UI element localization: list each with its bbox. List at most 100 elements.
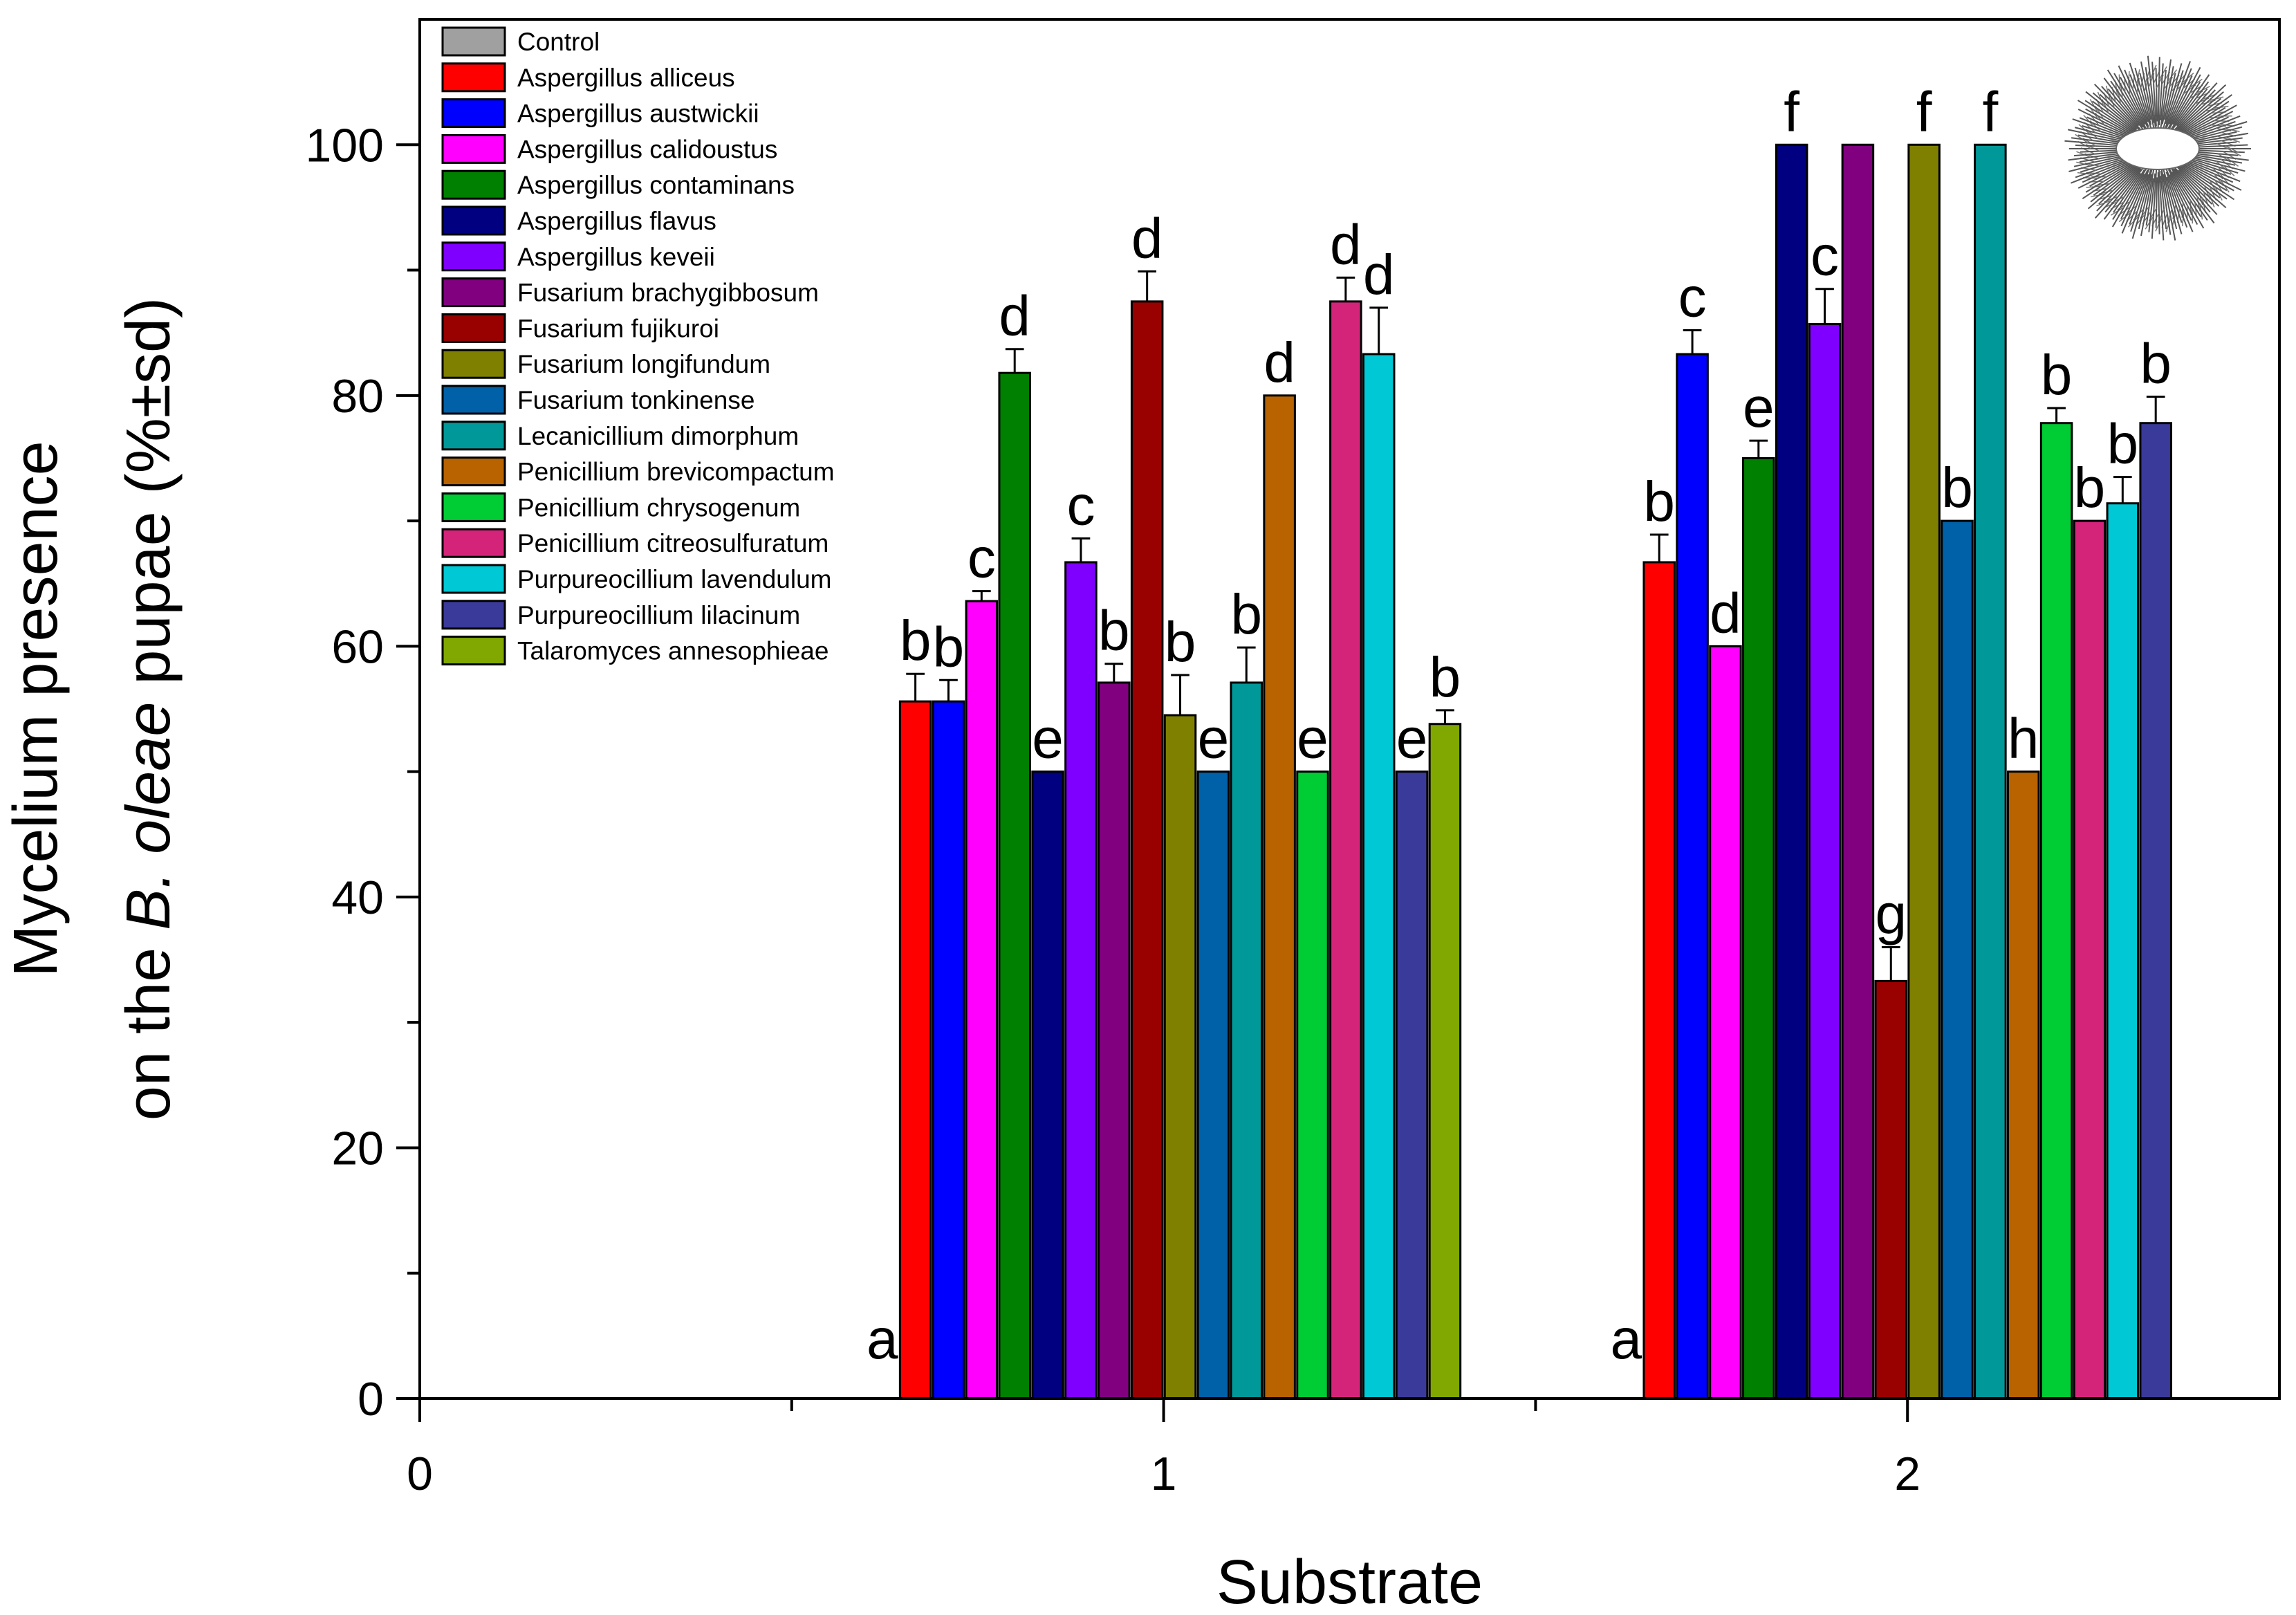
hypha-strand [2091,100,2136,133]
legend-label: Fusarium fujikuroi [517,314,719,342]
significance-letter: c [1066,474,1095,537]
significance-letter: c [968,527,996,590]
significance-letter: d [1710,582,1741,645]
hypha-strand [2160,69,2167,120]
hypha-strand [2160,176,2167,230]
plot-frame [418,18,2281,1400]
hypha-strand [2165,172,2188,228]
hypha-strand [2121,165,2151,234]
bar [2039,422,2073,1400]
hypha-strand [2145,178,2154,226]
bar [1263,394,1296,1400]
hypha-strand [2129,62,2153,131]
y-axis-title-prefix: on the [114,930,183,1120]
bar [998,371,1031,1400]
hypha-strand [2169,84,2227,138]
bar [1230,681,1263,1400]
y-axis-title-line2: on the B. oleae pupae (%±sd) [114,297,183,1120]
bar [2139,422,2172,1400]
significance-letter: e [1297,708,1328,770]
hypha-strand [2119,77,2146,125]
x-tick-label: 0 [407,1448,433,1500]
hypha-strand [2098,167,2138,205]
hypha-strand [2165,66,2201,133]
hypha-strand [2185,158,2232,175]
hypha-strand [2151,62,2157,127]
significance-letter: b [1098,600,1130,663]
significance-letter: a [867,1308,898,1371]
bar [1907,143,1941,1400]
hypha-strand [2168,75,2193,124]
hypha-strand [2157,57,2160,131]
legend-swatch [441,385,506,415]
legend-label: Fusarium tonkinense [517,386,754,414]
hypha-strand [2129,74,2149,122]
significance-letter: d [1131,207,1163,270]
hypha-strand [2129,174,2149,225]
hypha-strand [2161,66,2174,124]
y-tick-label: 40 [331,871,384,924]
bar [1395,770,1429,1400]
hypha-strand [2181,158,2234,183]
bar [932,700,965,1400]
hypha-strand [2181,162,2228,192]
legend-label: Purpureocillium lilacinum [517,601,800,629]
hypha-strand [2155,68,2158,122]
hypha-strand [2179,111,2234,138]
x-tick-label: 2 [1894,1448,1920,1500]
hypha-strand [2085,91,2144,138]
legend-label: Penicillium citreosulfuratum [517,529,828,557]
fungus-colony-illustration [2064,55,2251,241]
hypha-strand [2104,168,2142,213]
bar [2006,770,2040,1400]
significance-letter: f [1916,80,1932,143]
hypha-strand [2178,169,2213,205]
legend-swatch [441,133,506,164]
significance-letter: b [2140,333,2172,396]
significance-letter: d [1263,331,1295,394]
bar [1098,681,1131,1400]
significance-letter: a [1611,1308,1642,1371]
hypha-strand [2160,165,2176,241]
hypha-strand [2166,176,2183,223]
hypha-strand [2103,77,2146,133]
legend-swatch [441,277,506,308]
legend: Control Aspergillus alliceus Aspergillus a… [441,26,835,666]
hypha-strand [2181,107,2226,135]
bar [2106,502,2140,1400]
hypha-strand [2176,162,2228,200]
hypha-strand [2172,160,2227,208]
hypha-strand [2113,172,2142,213]
hypha-strand [2140,169,2155,237]
hypha-strand [2163,63,2183,129]
bar [1362,353,1396,1400]
bar [1808,322,1842,1400]
x-axis-title: Substrate [1216,1548,1483,1615]
bar [1642,561,1676,1400]
bars-layer [898,143,2172,1400]
hypha-strand [2089,162,2132,187]
significance-letter: e [1396,708,1428,770]
legend-label: Aspergillus keveii [517,243,715,271]
hypha-strand [2163,174,2178,230]
legend-swatch [441,205,506,236]
hypha-strand [2166,164,2205,229]
legend-swatch [441,169,506,200]
significance-letter: b [1941,456,1973,519]
hypha-strand [2172,94,2232,139]
hypha-strand [2111,165,2149,228]
hypha-strand [2165,70,2184,124]
bar [1296,770,1329,1400]
significance-letter: b [1230,583,1262,646]
hypha-strand [2110,80,2144,128]
bar [2073,519,2107,1400]
hypha-strand [2163,169,2183,234]
hypha-strand [2096,164,2143,212]
legend-label: Penicillium brevicompactum [517,458,835,486]
bar [1974,143,2007,1400]
hypha-branch [2216,143,2232,151]
hypha-strand [2176,88,2208,127]
significance-letter: e [1198,708,1230,770]
legend-swatch [441,421,506,451]
